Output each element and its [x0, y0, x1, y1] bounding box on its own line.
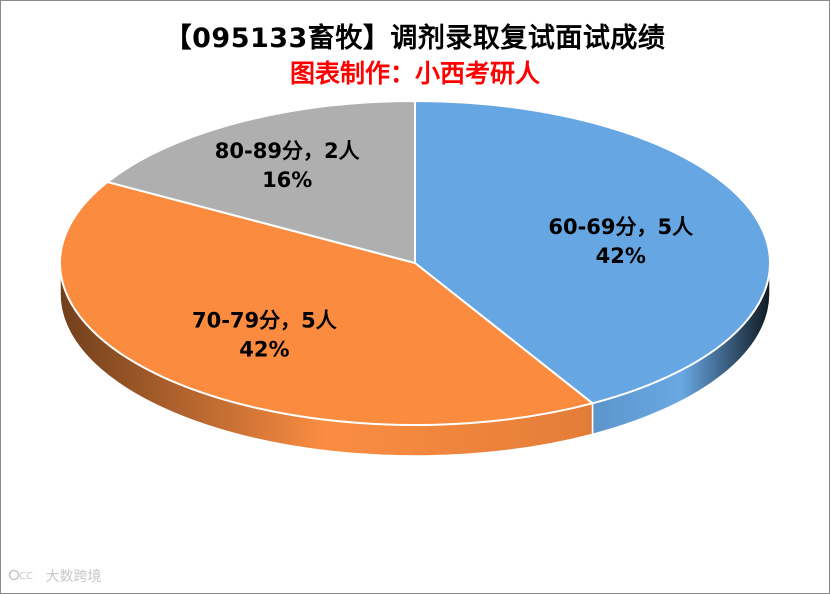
data-label-category-1: 60-69分，5人	[548, 215, 693, 239]
data-label-percent-1: 42%	[596, 244, 646, 268]
data-label-percent-3: 16%	[262, 168, 312, 192]
pie-slice-2	[59, 181, 594, 426]
data-label-percent-2: 42%	[239, 338, 289, 362]
watermark-logo-icon: CC	[8, 567, 38, 587]
data-label-3: 80-89分，2人 16%	[215, 139, 360, 192]
watermark: CC 大数跨境	[8, 566, 101, 587]
chart-title: 【095133畜牧】调剂录取复试面试成绩	[164, 23, 666, 54]
pie-labels: 60-69分，5人 42% 70-79分，5人 42% 80-89分，2人 16%	[192, 139, 693, 362]
pie-slice-1	[414, 100, 771, 405]
watermark-text: 大数跨境	[45, 569, 102, 585]
pie-slice-3	[106, 100, 416, 264]
data-label-category-2: 70-79分，5人	[192, 309, 337, 333]
data-label-1: 60-69分，5人 42%	[548, 215, 693, 268]
chart-subtitle: 图表制作：小西考研人	[289, 59, 540, 88]
pie-top	[59, 100, 771, 426]
data-label-category-3: 80-89分，2人	[215, 139, 360, 163]
svg-text:CC: CC	[19, 571, 33, 582]
data-label-2: 70-79分，5人 42%	[192, 309, 337, 362]
